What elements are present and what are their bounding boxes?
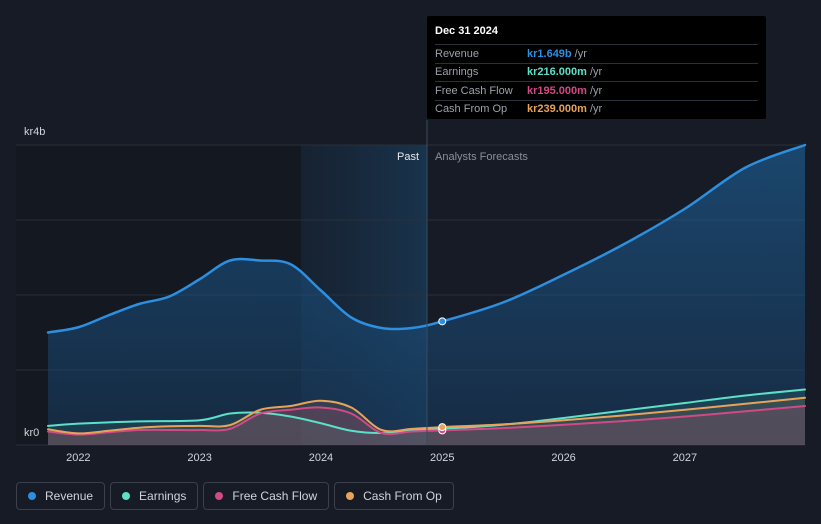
cash-from-op-line (47, 396, 806, 435)
legend-item-cash-from-op[interactable]: Cash From Op (334, 482, 454, 510)
tooltip-row-label: Free Cash Flow (435, 84, 513, 97)
revenue-dot-icon (28, 492, 36, 500)
cash-from-op-marker (438, 423, 447, 432)
forecast-label: Analysts Forecasts (435, 151, 528, 163)
tooltip-row-free-cash-flow: Free Cash Flow kr195.000m /yr (435, 81, 758, 100)
revenue-area (48, 145, 805, 445)
free-cash-flow-line (47, 405, 806, 436)
tooltip-row-value: kr1.649b (527, 47, 572, 60)
earnings-line (47, 388, 806, 435)
legend-label: Revenue (45, 489, 94, 503)
chart: kr4b kr0 Past Analysts Forecasts 2022 202… (16, 120, 807, 464)
tooltip: Dec 31 2024 Revenue kr1.649b /yr Earning… (427, 16, 766, 119)
revenue-marker (438, 317, 447, 326)
series-areas (48, 145, 805, 445)
cash-from-op-dot-icon (346, 492, 355, 500)
tooltip-row-revenue: Revenue kr1.649b /yr (435, 44, 758, 63)
tooltip-date: Dec 31 2024 (435, 25, 498, 37)
y-axis-top-label: kr4b (24, 126, 45, 138)
tooltip-row-label: Revenue (435, 47, 480, 60)
legend-label: Earnings (139, 489, 187, 503)
x-tick-label: 2026 (551, 452, 575, 464)
tooltip-row-earnings: Earnings kr216.000m /yr (435, 62, 758, 82)
x-tick-label: 2023 (187, 452, 211, 464)
x-tick-label: 2027 (673, 452, 697, 464)
x-tick-label: 2024 (309, 452, 333, 464)
tooltip-row-label: Earnings (435, 66, 479, 79)
tooltip-row-unit: /yr (589, 84, 603, 97)
tooltip-row-cash-from-op: Cash From Op kr239.000m /yr (435, 99, 758, 119)
free-cash-flow-dot-icon (215, 492, 224, 500)
cash-from-op-area (48, 397, 805, 445)
legend-item-earnings[interactable]: Earnings (110, 482, 199, 510)
series-lines (46, 143, 807, 436)
legend-label: Free Cash Flow (232, 489, 318, 503)
tooltip-row-value: kr239.000m (527, 103, 587, 116)
earnings-dot-icon (122, 492, 131, 500)
legend: Revenue Earnings Free Cash Flow Cash Fro… (16, 482, 454, 510)
tooltip-row-unit: /yr (574, 47, 587, 60)
tooltip-row-unit: /yr (589, 66, 603, 79)
past-label: Past (397, 151, 419, 163)
x-tick-label: 2022 (66, 452, 90, 464)
tooltip-row-label: Cash From Op (435, 103, 508, 116)
x-axis-ticks: 2022 2023 2024 2025 2026 2027 (66, 452, 697, 464)
free-cash-flow-area (48, 406, 805, 445)
revenue-line (46, 143, 807, 334)
tooltip-row-value: kr195.000m (527, 84, 587, 97)
tooltip-markers (438, 317, 447, 435)
legend-label: Cash From Op (363, 489, 442, 503)
tooltip-row-unit: /yr (589, 103, 603, 116)
x-tick-label: 2025 (430, 452, 454, 464)
earnings-area (48, 389, 805, 445)
legend-item-revenue[interactable]: Revenue (16, 482, 106, 510)
legend-item-free-cash-flow[interactable]: Free Cash Flow (203, 482, 330, 510)
y-axis-bottom-label: kr0 (24, 427, 39, 439)
tooltip-row-value: kr216.000m (527, 66, 587, 79)
